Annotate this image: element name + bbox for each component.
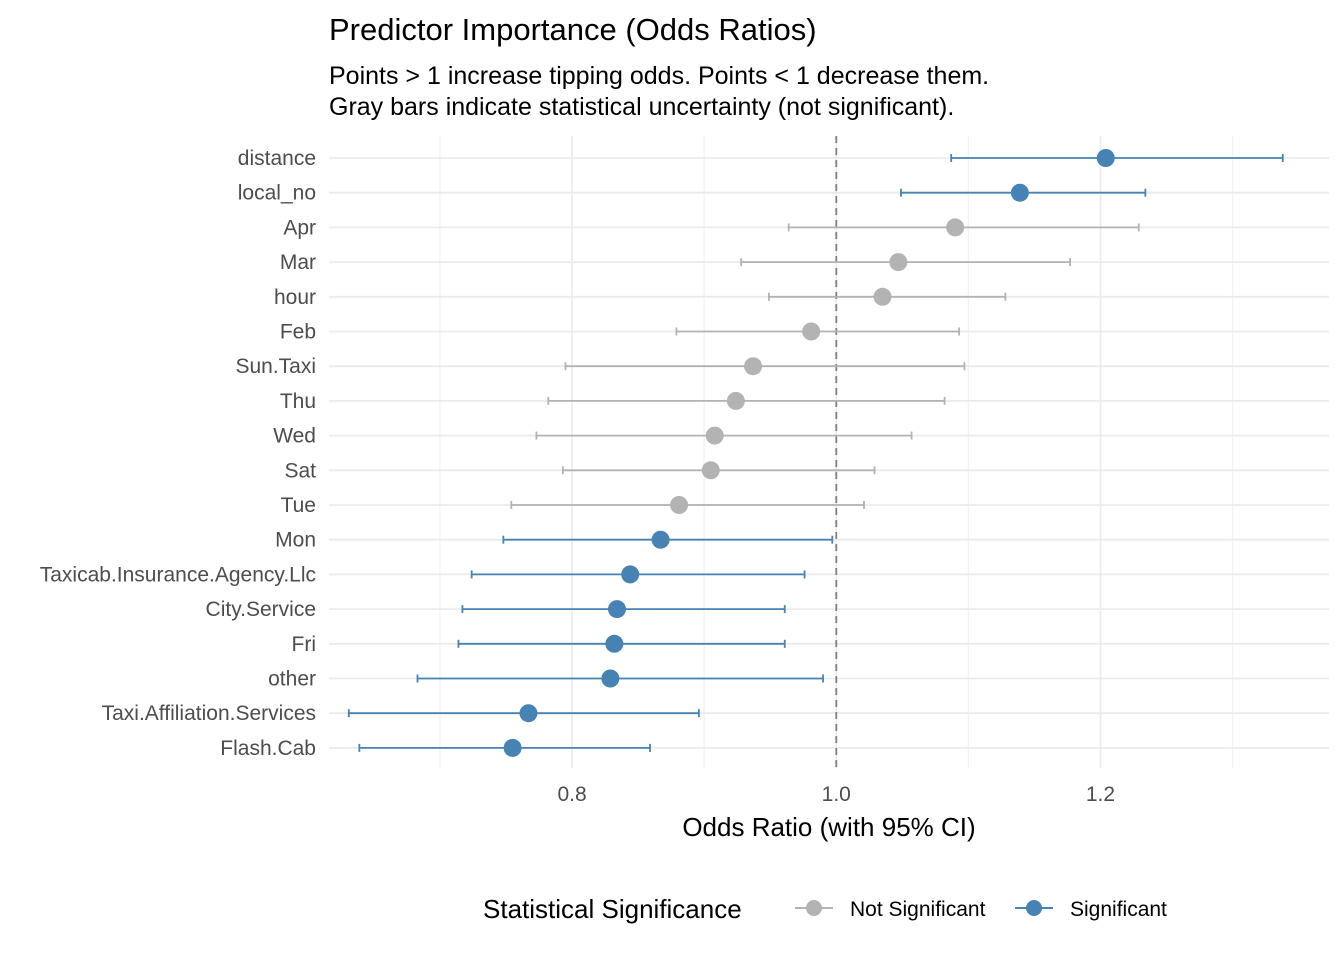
point-local_no (1010, 183, 1029, 202)
legend-key-point-not-significant (806, 900, 822, 916)
point-Feb (802, 322, 821, 341)
y-label: Flash.Cab (220, 737, 316, 760)
ci-Wed (535, 431, 913, 440)
chart-title: Predictor Importance (Odds Ratios) (329, 12, 817, 47)
chart-subtitle-line-2: Gray bars indicate statistical uncertain… (329, 93, 954, 121)
y-label: Wed (273, 425, 316, 448)
point-Thu (726, 391, 745, 410)
ci-Sun.Taxi (564, 362, 966, 371)
point-Taxicab.Insurance.Agency.Llc (621, 565, 640, 584)
point-hour (873, 287, 892, 306)
major-gridlines (329, 136, 1329, 768)
point-Mon (651, 530, 670, 549)
y-label: City.Service (206, 598, 316, 621)
point-Tue (670, 496, 689, 514)
legend-label-significant: Significant (1070, 898, 1167, 921)
y-label: Fri (292, 633, 317, 656)
point-Wed (705, 426, 724, 445)
chart-subtitle-line-1: Points > 1 increase tipping odds. Points… (329, 62, 989, 90)
point-Flash.Cab (503, 738, 522, 757)
minor-gridlines (439, 136, 1234, 768)
y-label: Apr (283, 216, 316, 239)
y-label: Feb (280, 321, 316, 344)
odds-ratio-points (503, 149, 1115, 757)
y-label: Taxicab.Insurance.Agency.Llc (40, 563, 316, 586)
y-label: local_no (238, 182, 316, 205)
point-Taxi.Affiliation.Services (519, 704, 538, 723)
point-Sat (701, 461, 720, 480)
legend: Statistical Significance Not Significant… (483, 894, 1167, 924)
point-Mar (889, 253, 908, 272)
point-City.Service (607, 600, 626, 619)
x-tick-label: 0.8 (557, 783, 586, 806)
point-other (601, 669, 620, 688)
y-label: Sat (284, 459, 316, 482)
ci-other (416, 674, 824, 683)
y-label: Sun.Taxi (235, 355, 316, 378)
ci-distance (950, 154, 1284, 162)
point-distance (1096, 149, 1115, 167)
legend-title: Statistical Significance (483, 894, 742, 924)
legend-label-not-significant: Not Significant (850, 898, 986, 921)
legend-item-significant: Significant (1015, 898, 1167, 921)
point-Apr (946, 218, 965, 237)
point-Fri (605, 634, 624, 653)
y-label: other (268, 668, 316, 691)
y-label: distance (238, 147, 316, 170)
legend-item-not-significant: Not Significant (795, 898, 986, 921)
x-axis-title: Odds Ratio (with 95% CI) (682, 812, 975, 842)
x-axis-tick-labels: 0.8 1.0 1.2 (557, 783, 1115, 806)
y-label: Tue (281, 494, 316, 517)
y-axis-labels: distance local_no Apr Mar hour Feb Sun.Taxi Thu… (40, 147, 316, 760)
legend-key-point-significant (1026, 900, 1042, 916)
y-label: Mar (280, 251, 316, 274)
x-tick-label: 1.2 (1086, 783, 1115, 806)
ci-Thu (547, 396, 946, 405)
y-label: hour (274, 286, 316, 309)
y-label: Thu (280, 390, 316, 413)
point-Sun.Taxi (744, 357, 763, 376)
confidence-intervals (347, 154, 1284, 752)
x-tick-label: 1.0 (822, 783, 851, 806)
y-label: Taxi.Affiliation.Services (102, 702, 316, 725)
y-label: Mon (275, 529, 316, 552)
